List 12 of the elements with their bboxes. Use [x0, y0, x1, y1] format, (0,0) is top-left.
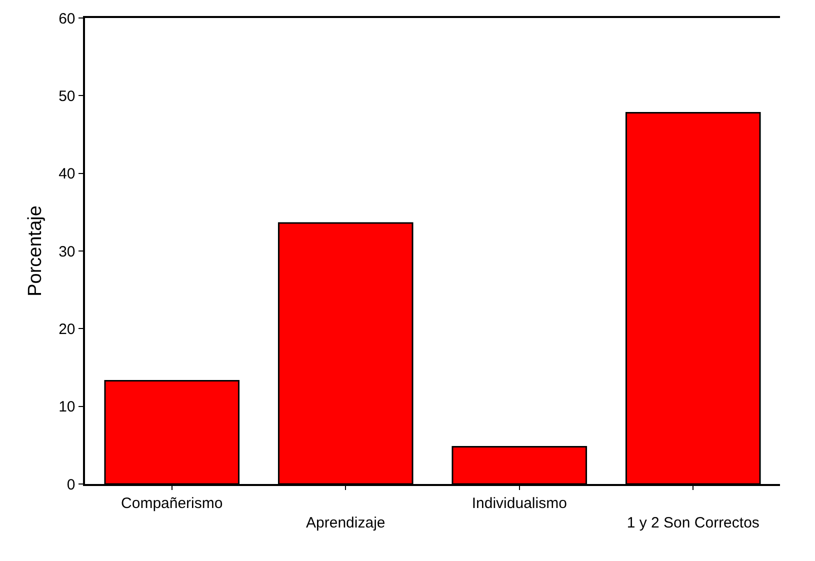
- y-tick-label: 40: [58, 166, 76, 183]
- y-tick-label: 20: [58, 320, 76, 338]
- x-tick-label: Individualismo: [472, 494, 567, 512]
- x-tick-label: Compañerismo: [121, 494, 223, 512]
- y-tick-label: 60: [58, 10, 76, 28]
- x-tick-label: 1 y 2 Son Correctos: [626, 514, 760, 532]
- y-axis-title: Porcentaje: [24, 206, 46, 296]
- y-tick-label: 10: [58, 398, 76, 416]
- y-tick-label: 30: [58, 243, 76, 260]
- y-tick-label: 0: [66, 476, 76, 494]
- y-tick-label: 50: [58, 88, 76, 105]
- x-tick-label: Aprendizaje: [306, 514, 386, 532]
